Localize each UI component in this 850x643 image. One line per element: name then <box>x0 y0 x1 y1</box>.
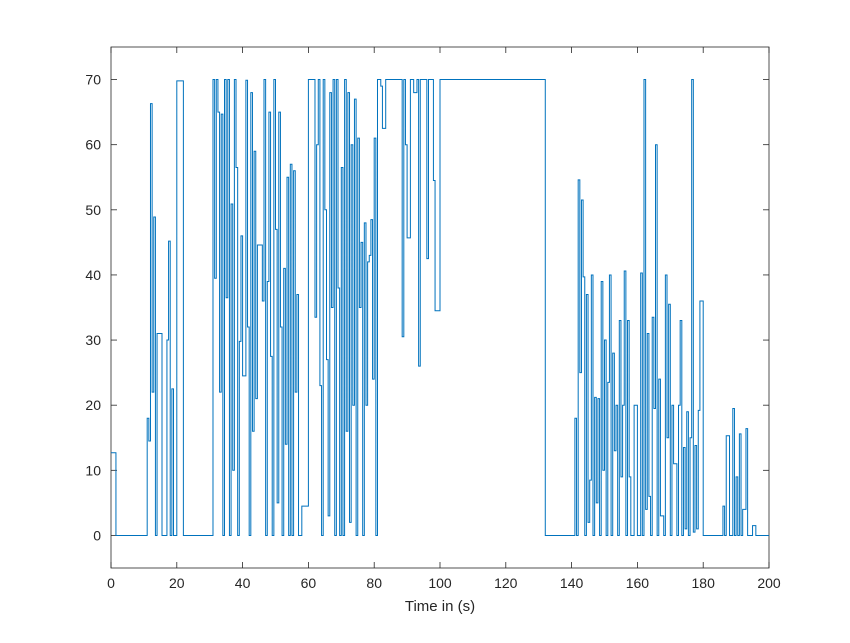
x-tick-label: 60 <box>301 575 317 591</box>
y-tick-label: 10 <box>85 462 101 478</box>
y-tick-label: 30 <box>85 332 101 348</box>
y-tick-label: 40 <box>85 267 101 283</box>
x-tick-label: 40 <box>235 575 251 591</box>
x-tick-label: 100 <box>428 575 452 591</box>
stairs-line <box>111 79 769 536</box>
y-tick-label: 60 <box>85 137 101 153</box>
x-tick-label: 140 <box>560 575 584 591</box>
x-tick-label: 160 <box>626 575 650 591</box>
x-tick-label: 180 <box>692 575 716 591</box>
x-tick-label: 200 <box>757 575 781 591</box>
x-axis-label: Time in (s) <box>405 598 475 615</box>
x-tick-label: 80 <box>366 575 382 591</box>
y-tick-label: 70 <box>85 72 101 88</box>
y-tick-label: 0 <box>93 527 101 543</box>
x-tick-label: 20 <box>169 575 185 591</box>
x-tick-label: 0 <box>107 575 115 591</box>
x-tick-label: 120 <box>494 575 518 591</box>
y-tick-label: 50 <box>85 202 101 218</box>
y-tick-label: 20 <box>85 397 101 413</box>
